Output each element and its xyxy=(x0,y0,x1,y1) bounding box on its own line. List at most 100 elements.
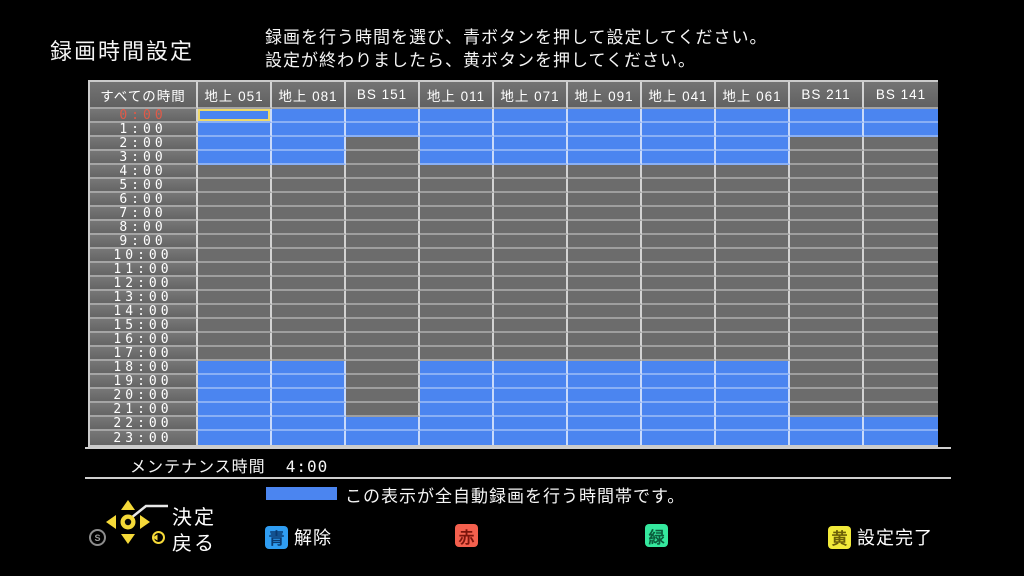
grid-cell[interactable] xyxy=(642,347,716,361)
grid-cell[interactable] xyxy=(494,417,568,431)
grid-cell[interactable] xyxy=(420,137,494,151)
grid-cell[interactable] xyxy=(568,291,642,305)
grid-cell[interactable] xyxy=(272,207,346,221)
grid-cell[interactable] xyxy=(272,165,346,179)
grid-cell[interactable] xyxy=(420,291,494,305)
grid-cell[interactable] xyxy=(716,249,790,263)
grid-cell[interactable] xyxy=(346,319,420,333)
grid-cell[interactable] xyxy=(272,221,346,235)
grid-cell[interactable] xyxy=(716,193,790,207)
time-label[interactable]: 21:00 xyxy=(90,403,198,417)
grid-cell[interactable] xyxy=(568,347,642,361)
grid-cell[interactable] xyxy=(790,319,864,333)
time-label[interactable]: 6:00 xyxy=(90,193,198,207)
grid-cell[interactable] xyxy=(864,347,938,361)
grid-cell[interactable] xyxy=(642,361,716,375)
grid-cell[interactable] xyxy=(494,235,568,249)
time-label[interactable]: 2:00 xyxy=(90,137,198,151)
grid-cell[interactable] xyxy=(198,165,272,179)
time-label[interactable]: 14:00 xyxy=(90,305,198,319)
grid-cell[interactable] xyxy=(494,361,568,375)
channel-header-9[interactable]: BS 141 xyxy=(864,82,938,109)
grid-cell[interactable] xyxy=(864,137,938,151)
grid-cell[interactable] xyxy=(346,249,420,263)
grid-cell[interactable] xyxy=(642,207,716,221)
grid-cell[interactable] xyxy=(346,277,420,291)
grid-cell[interactable] xyxy=(272,375,346,389)
grid-cell[interactable] xyxy=(864,263,938,277)
remote-button-red[interactable]: 赤 xyxy=(455,524,484,547)
grid-cell[interactable] xyxy=(642,221,716,235)
grid-cell[interactable] xyxy=(272,319,346,333)
grid-cell[interactable] xyxy=(198,235,272,249)
grid-cell[interactable] xyxy=(420,207,494,221)
all-times-header[interactable]: すべての時間 xyxy=(90,82,198,109)
grid-cell[interactable] xyxy=(716,305,790,319)
grid-cell[interactable] xyxy=(198,375,272,389)
grid-cell[interactable] xyxy=(864,221,938,235)
grid-cell[interactable] xyxy=(864,193,938,207)
grid-cell[interactable] xyxy=(716,403,790,417)
grid-cell[interactable] xyxy=(494,375,568,389)
grid-cell[interactable] xyxy=(272,333,346,347)
grid-cell[interactable] xyxy=(198,249,272,263)
grid-cell[interactable] xyxy=(272,235,346,249)
grid-cell[interactable] xyxy=(790,221,864,235)
grid-cell[interactable] xyxy=(420,109,494,123)
grid-cell[interactable] xyxy=(494,123,568,137)
grid-cell[interactable] xyxy=(420,263,494,277)
grid-cell[interactable] xyxy=(790,207,864,221)
time-label[interactable]: 12:00 xyxy=(90,277,198,291)
grid-cell[interactable] xyxy=(568,193,642,207)
grid-cell[interactable] xyxy=(568,319,642,333)
grid-cell[interactable] xyxy=(568,123,642,137)
grid-cell[interactable] xyxy=(790,263,864,277)
grid-cell[interactable] xyxy=(272,179,346,193)
grid-cell[interactable] xyxy=(198,221,272,235)
remote-button-blue[interactable]: 青 解除 xyxy=(265,524,332,550)
grid-cell[interactable] xyxy=(494,179,568,193)
grid-cell[interactable] xyxy=(642,137,716,151)
grid-cell[interactable] xyxy=(272,277,346,291)
grid-cell[interactable] xyxy=(198,305,272,319)
grid-cell[interactable] xyxy=(716,235,790,249)
grid-cell[interactable] xyxy=(420,249,494,263)
grid-cell[interactable] xyxy=(864,417,938,431)
grid-cell[interactable] xyxy=(420,319,494,333)
grid-cell[interactable] xyxy=(790,193,864,207)
red-button-icon[interactable]: 赤 xyxy=(455,524,478,547)
grid-cell[interactable] xyxy=(790,109,864,123)
grid-cell[interactable] xyxy=(716,221,790,235)
time-label[interactable]: 7:00 xyxy=(90,207,198,221)
grid-cell[interactable] xyxy=(790,389,864,403)
grid-cell[interactable] xyxy=(568,221,642,235)
grid-cell[interactable] xyxy=(198,263,272,277)
blue-button-icon[interactable]: 青 xyxy=(265,525,288,549)
grid-cell[interactable] xyxy=(346,389,420,403)
grid-cell[interactable] xyxy=(198,193,272,207)
grid-cell[interactable] xyxy=(864,151,938,165)
grid-cell[interactable] xyxy=(494,263,568,277)
grid-cell[interactable] xyxy=(568,249,642,263)
grid-cell[interactable] xyxy=(272,431,346,445)
grid-cell[interactable] xyxy=(790,179,864,193)
grid-cell[interactable] xyxy=(272,137,346,151)
grid-cell[interactable] xyxy=(346,417,420,431)
grid-cell[interactable] xyxy=(198,179,272,193)
channel-header-0[interactable]: 地上 051 xyxy=(198,82,272,109)
grid-cell[interactable] xyxy=(790,165,864,179)
grid-cell[interactable] xyxy=(198,151,272,165)
grid-cell[interactable] xyxy=(494,165,568,179)
grid-cell[interactable] xyxy=(568,417,642,431)
grid-cell[interactable] xyxy=(346,221,420,235)
grid-cell[interactable] xyxy=(716,179,790,193)
grid-cell[interactable] xyxy=(642,193,716,207)
channel-header-1[interactable]: 地上 081 xyxy=(272,82,346,109)
grid-cell[interactable] xyxy=(346,109,420,123)
grid-cell[interactable] xyxy=(198,207,272,221)
grid-cell[interactable] xyxy=(420,193,494,207)
time-label[interactable]: 19:00 xyxy=(90,375,198,389)
grid-cell[interactable] xyxy=(420,347,494,361)
grid-cell[interactable] xyxy=(642,235,716,249)
grid-cell[interactable] xyxy=(420,123,494,137)
